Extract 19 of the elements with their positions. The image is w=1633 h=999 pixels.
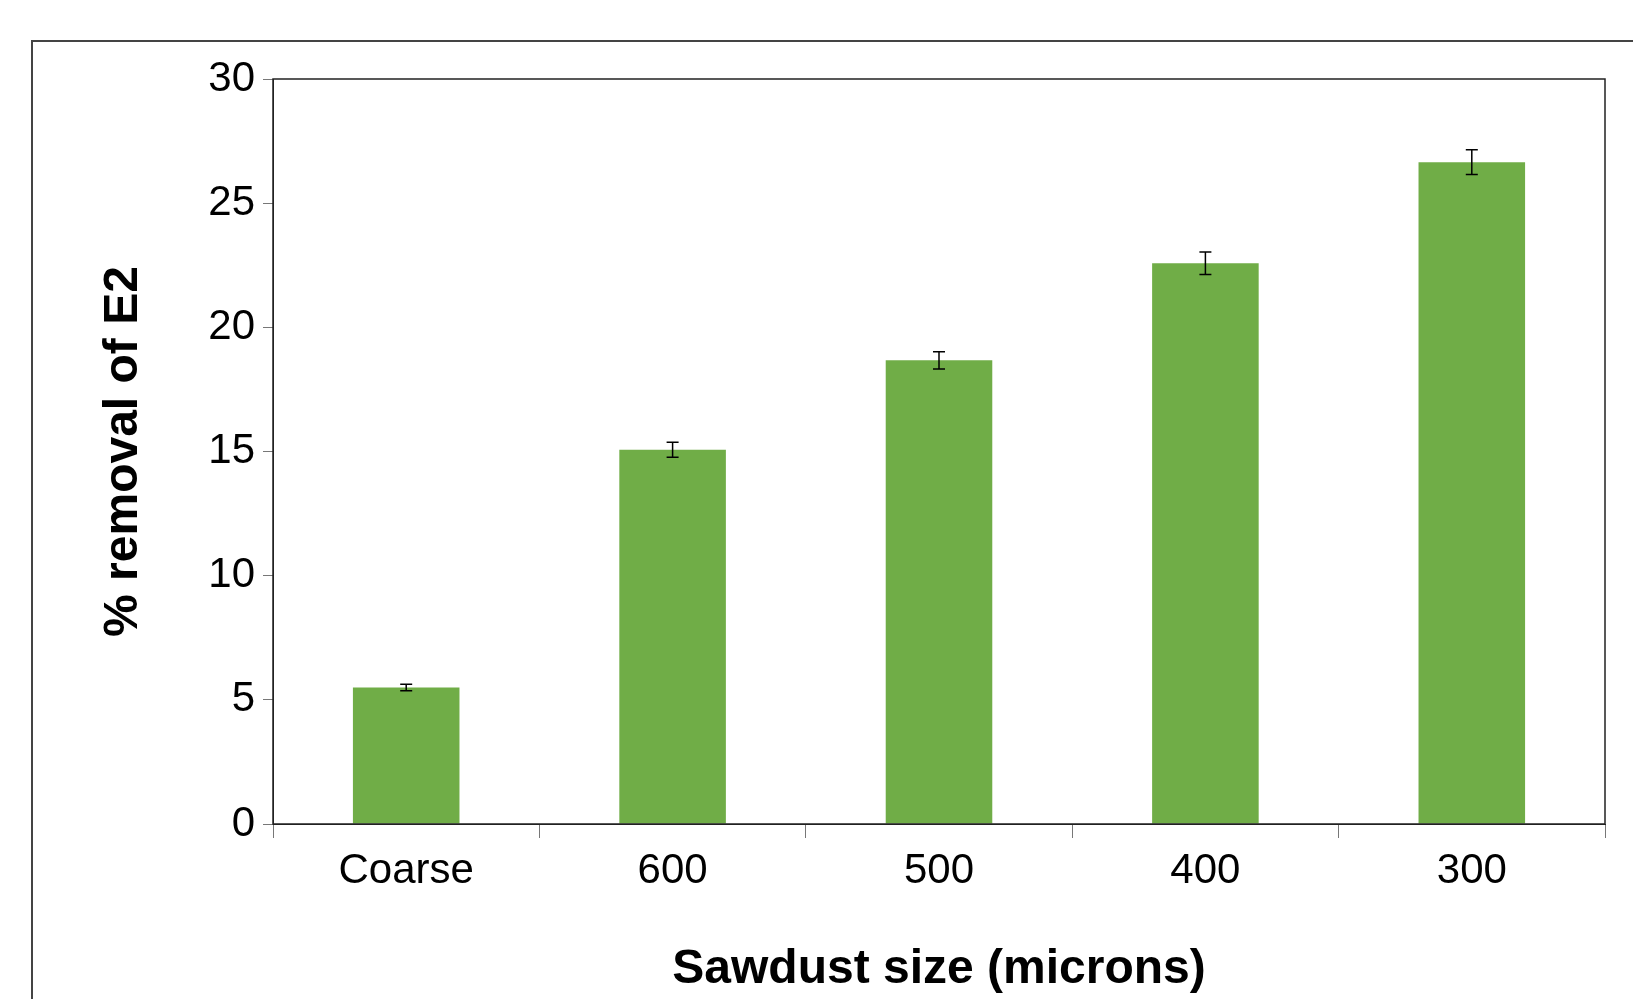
y-tick-label: 25 <box>208 176 255 224</box>
x-axis-title: Sawdust size (microns) <box>672 940 1206 994</box>
y-tick-label: 0 <box>231 797 255 845</box>
y-tick-label: 5 <box>231 673 255 721</box>
x-tick-label: Coarse <box>338 844 474 892</box>
bar <box>1418 162 1526 824</box>
y-tick-label: 20 <box>208 300 255 348</box>
bar <box>1152 263 1259 824</box>
bar <box>352 687 460 824</box>
x-tick-label: 300 <box>1436 844 1507 892</box>
bar <box>885 360 993 824</box>
x-tick-label: 600 <box>637 844 708 892</box>
y-axis-title: % removal of E2 <box>94 266 148 637</box>
y-tick-label: 15 <box>208 425 255 473</box>
x-tick-label: 500 <box>903 844 975 892</box>
y-tick-label: 30 <box>208 52 255 100</box>
y-tick-label: 10 <box>208 549 255 597</box>
x-tick-label: 400 <box>1170 844 1241 892</box>
bar <box>619 449 726 824</box>
